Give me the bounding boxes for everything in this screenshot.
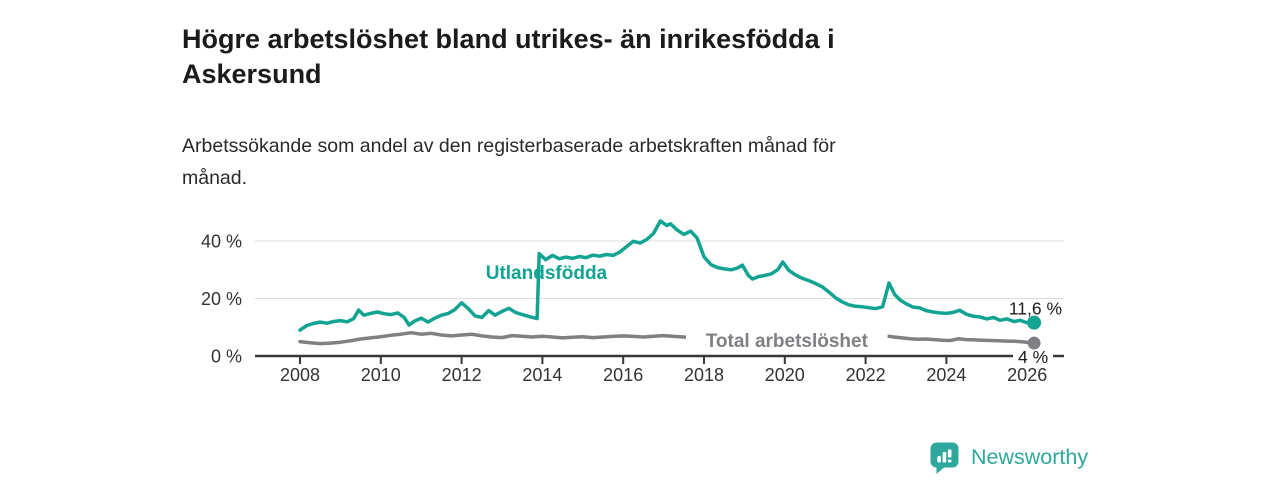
end-label-gap [1013,351,1054,367]
x-tick-label: 2014 [522,365,562,385]
logo-bar-short [937,456,941,463]
logo-exclamation-dot [947,459,952,463]
end-dot [1027,336,1041,350]
brand-footer: Newsworthy [929,441,1088,474]
x-tick-label: 2024 [926,365,966,385]
chart-subtitle: Arbetssökande som andel av den registerb… [182,134,836,189]
series-label: Total arbetslöshet [706,331,869,352]
end-value-label: 11,6 % [1009,299,1062,319]
y-tick-label: 20 % [201,289,242,309]
x-tick-label: 2018 [684,365,724,385]
newsworthy-logo-icon [930,442,959,474]
series-label-gap [686,327,888,353]
y-tick-label: 40 % [201,232,242,252]
logo-bar-tall [942,452,947,463]
end-value-label: 4 % [1018,347,1048,367]
series-line-total-arbetsl-shet [298,330,1036,346]
end-dot [1027,315,1042,330]
logo-exclamation-bar [947,449,952,458]
x-tick-label: 2026 [1007,365,1047,385]
brand-name: Newsworthy [971,445,1089,469]
y-tick-label: 0 % [211,347,242,367]
series-label: Utlandsfödda [486,263,608,284]
x-tick-label: 2010 [361,365,401,385]
x-tick-label: 2020 [765,365,805,385]
x-tick-label: 2022 [846,365,886,385]
series-line-utlandsf-dda [298,219,1036,332]
x-tick-label: 2016 [603,365,643,385]
page-title: Högre arbetslöshet bland utrikes- än inr… [182,24,835,90]
x-tick-label: 2012 [442,365,482,385]
unemployment-line-chart: 2008 2010 2012 2014 2016 2018 2020 2022 2024 2026… [201,219,1064,385]
x-tick-label: 2008 [280,365,320,385]
